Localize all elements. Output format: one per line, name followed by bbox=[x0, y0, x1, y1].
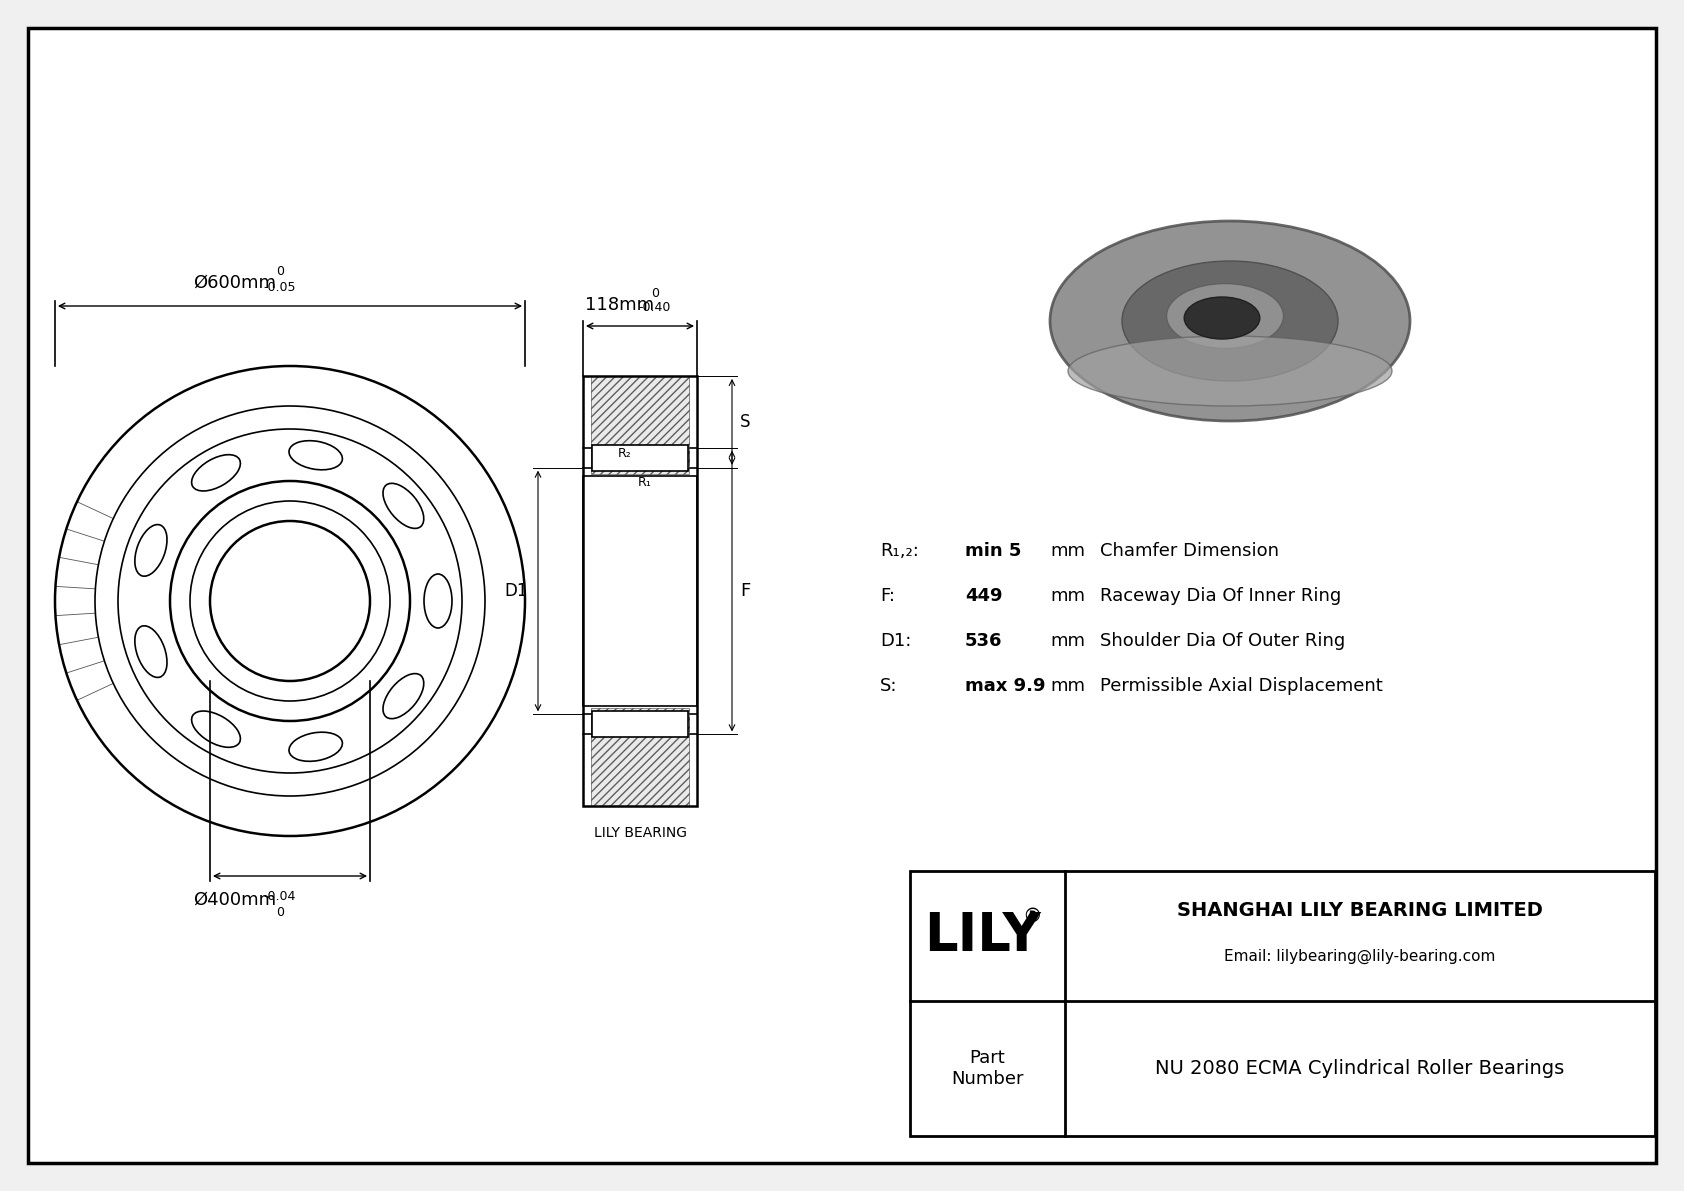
Text: mm: mm bbox=[1051, 632, 1084, 650]
Text: -0.40: -0.40 bbox=[638, 301, 672, 314]
Bar bbox=[583, 376, 697, 806]
Text: -0.05: -0.05 bbox=[264, 281, 296, 294]
Text: Ø400mm: Ø400mm bbox=[194, 891, 276, 909]
Bar bbox=[591, 376, 689, 464]
Text: mm: mm bbox=[1051, 676, 1084, 696]
Text: 0: 0 bbox=[276, 266, 285, 278]
Bar bbox=[591, 450, 689, 474]
Text: Permissible Axial Displacement: Permissible Axial Displacement bbox=[1100, 676, 1383, 696]
Text: LILY BEARING: LILY BEARING bbox=[593, 827, 687, 840]
Text: S: S bbox=[739, 413, 751, 431]
Text: max 9.9: max 9.9 bbox=[965, 676, 1046, 696]
Text: 449: 449 bbox=[965, 587, 1002, 605]
Text: R₂: R₂ bbox=[618, 447, 632, 460]
Ellipse shape bbox=[1177, 294, 1266, 344]
Text: F:: F: bbox=[881, 587, 894, 605]
Text: R₁: R₁ bbox=[638, 475, 652, 488]
Text: S:: S: bbox=[881, 676, 898, 696]
Text: mm: mm bbox=[1051, 542, 1084, 560]
Bar bbox=[909, 871, 1655, 1136]
Text: Part
Number: Part Number bbox=[951, 1049, 1024, 1087]
Text: 536: 536 bbox=[965, 632, 1002, 650]
Text: D1:: D1: bbox=[881, 632, 911, 650]
Text: 0: 0 bbox=[276, 906, 285, 919]
Ellipse shape bbox=[1051, 222, 1410, 420]
Text: NU 2080 ECMA Cylindrical Roller Bearings: NU 2080 ECMA Cylindrical Roller Bearings bbox=[1155, 1059, 1564, 1078]
Text: Ø600mm: Ø600mm bbox=[194, 274, 276, 292]
Text: ®: ® bbox=[1022, 906, 1042, 925]
Text: 118mm: 118mm bbox=[586, 297, 655, 314]
Ellipse shape bbox=[1068, 336, 1393, 406]
Text: Email: lilybearing@lily-bearing.com: Email: lilybearing@lily-bearing.com bbox=[1224, 948, 1495, 964]
Ellipse shape bbox=[1184, 297, 1260, 339]
Bar bbox=[591, 707, 689, 731]
Bar bbox=[593, 711, 689, 737]
Text: D1: D1 bbox=[505, 582, 529, 600]
Text: Shoulder Dia Of Outer Ring: Shoulder Dia Of Outer Ring bbox=[1100, 632, 1346, 650]
Text: R₁,₂:: R₁,₂: bbox=[881, 542, 919, 560]
Text: 0: 0 bbox=[652, 287, 658, 300]
Text: mm: mm bbox=[1051, 587, 1084, 605]
Text: min 5: min 5 bbox=[965, 542, 1022, 560]
Text: Raceway Dia Of Inner Ring: Raceway Dia Of Inner Ring bbox=[1100, 587, 1340, 605]
Ellipse shape bbox=[1167, 283, 1283, 349]
Text: SHANGHAI LILY BEARING LIMITED: SHANGHAI LILY BEARING LIMITED bbox=[1177, 902, 1543, 921]
Text: LILY: LILY bbox=[925, 910, 1041, 962]
Text: F: F bbox=[739, 582, 751, 600]
Text: Chamfer Dimension: Chamfer Dimension bbox=[1100, 542, 1280, 560]
Text: -0.04: -0.04 bbox=[264, 890, 296, 903]
Bar bbox=[583, 476, 697, 705]
Bar bbox=[591, 717, 689, 806]
Ellipse shape bbox=[1122, 261, 1339, 381]
Bar bbox=[593, 444, 689, 470]
